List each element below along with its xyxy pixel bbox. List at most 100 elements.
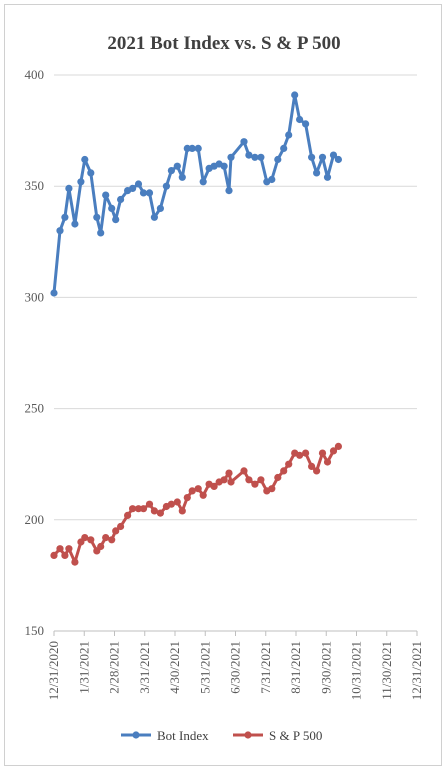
bot-index-point	[323, 173, 332, 181]
y-tick-label: 200	[25, 512, 45, 527]
s-p-500-point	[334, 442, 342, 450]
legend-item-s-p-500: S & P 500	[233, 728, 322, 743]
s-p-500-point	[71, 558, 79, 566]
bot-index-point	[97, 229, 105, 237]
s-p-500-point	[308, 462, 316, 470]
chart-frame	[4, 4, 442, 766]
s-p-500-point	[220, 476, 228, 484]
s-p-500-point	[108, 536, 116, 544]
bot-index-point	[240, 138, 248, 146]
s-p-500-point	[257, 476, 265, 484]
s-p-500-point	[280, 467, 288, 475]
legend-label: S & P 500	[269, 728, 322, 743]
x-tick-label: 7/31/2021	[258, 641, 273, 694]
x-tick-label: 12/31/2020	[46, 641, 61, 700]
bot-index-point	[188, 144, 196, 152]
s-p-500-point	[227, 478, 235, 486]
legend-label: Bot Index	[157, 728, 209, 743]
bot-index-line	[52, 93, 340, 294]
s-p-500-point	[178, 507, 186, 515]
s-p-500-point	[50, 551, 58, 560]
bot-index-point	[156, 204, 164, 212]
bot-index-point	[139, 189, 148, 197]
x-tick-label: 2/28/2021	[107, 641, 122, 694]
s-p-500-point	[323, 458, 332, 466]
s-p-500-point	[134, 505, 143, 513]
legend-swatch-marker	[132, 731, 140, 739]
bot-index-point	[199, 178, 207, 186]
series-bot-index	[50, 91, 342, 297]
bot-index-point	[162, 182, 170, 190]
bot-index-point	[145, 189, 154, 197]
y-axis: 150 200 250 300 350 400	[25, 67, 45, 638]
bot-index-point	[308, 153, 316, 161]
bot-index-point	[50, 289, 58, 297]
s-p-500-point	[167, 500, 175, 508]
legend-item-bot-index: Bot Index	[121, 728, 209, 743]
y-tick-label: 400	[25, 67, 45, 82]
x-tick-label: 3/31/2021	[137, 641, 152, 694]
bot-index-point	[71, 220, 79, 228]
bot-index-point	[81, 155, 89, 164]
s-p-500-point	[156, 509, 164, 517]
s-p-500-point	[117, 522, 125, 531]
bot-index-point	[318, 153, 327, 161]
bot-index-point	[329, 151, 338, 159]
bot-index-point	[117, 195, 125, 204]
y-tick-label: 300	[25, 289, 45, 304]
bot-index-point	[313, 169, 321, 177]
bot-index-point	[178, 173, 186, 181]
bot-index-point	[285, 131, 293, 139]
y-tick-label: 250	[25, 401, 45, 416]
s-p-500-point	[245, 476, 253, 484]
s-p-500-point	[139, 505, 148, 513]
s-p-500-point	[173, 498, 181, 506]
x-tick-label: 9/30/2021	[318, 641, 333, 694]
legend-swatch-marker	[244, 731, 252, 739]
bot-index-point	[112, 216, 120, 224]
s-p-500-point	[56, 545, 64, 553]
bot-index-point	[334, 155, 342, 164]
bot-index-point	[194, 144, 202, 152]
s-p-500-point	[87, 536, 95, 544]
bot-index-point	[129, 184, 137, 192]
bot-index-point	[150, 213, 158, 221]
s-p-500-point	[210, 482, 218, 490]
s-p-500-point	[251, 480, 259, 488]
chart-title: 2021 Bot Index vs. S & P 500	[107, 33, 340, 54]
s-p-500-point	[61, 551, 69, 560]
bot-index-point	[173, 162, 181, 170]
s-p-500-point	[302, 449, 310, 457]
x-tick-label: 10/31/2021	[349, 641, 364, 700]
s-p-500-point	[81, 534, 89, 542]
bot-index-point	[257, 153, 265, 161]
s-p-500-point	[225, 469, 233, 477]
s-p-500-point	[97, 542, 105, 551]
legend: Bot Index S & P 500	[121, 728, 322, 743]
s-p-500-point	[188, 487, 196, 495]
s-p-500-point	[318, 449, 327, 457]
series-layer	[50, 91, 342, 566]
bot-index-point	[302, 120, 310, 128]
s-p-500-line	[52, 445, 340, 564]
s-p-500-point	[129, 505, 137, 513]
bot-index-point	[251, 153, 259, 161]
s-p-500-point	[65, 545, 73, 553]
bot-index-point	[65, 184, 73, 192]
s-p-500-point	[150, 507, 158, 515]
s-p-500-point	[285, 460, 293, 468]
x-tick-label: 5/31/2021	[197, 641, 212, 694]
s-p-500-point	[199, 491, 207, 499]
s-p-500-point	[124, 511, 132, 519]
x-tick-label: 12/31/2021	[409, 641, 424, 700]
s-p-500-point	[313, 467, 321, 475]
bot-index-point	[108, 204, 116, 212]
bot-index-point	[291, 91, 299, 99]
s-p-500-point	[183, 494, 191, 502]
bot-index-point	[134, 180, 143, 188]
s-p-500-point	[329, 447, 338, 455]
bot-index-point	[167, 167, 175, 175]
s-p-500-point	[268, 485, 276, 493]
x-tick-label: 6/30/2021	[228, 641, 243, 694]
